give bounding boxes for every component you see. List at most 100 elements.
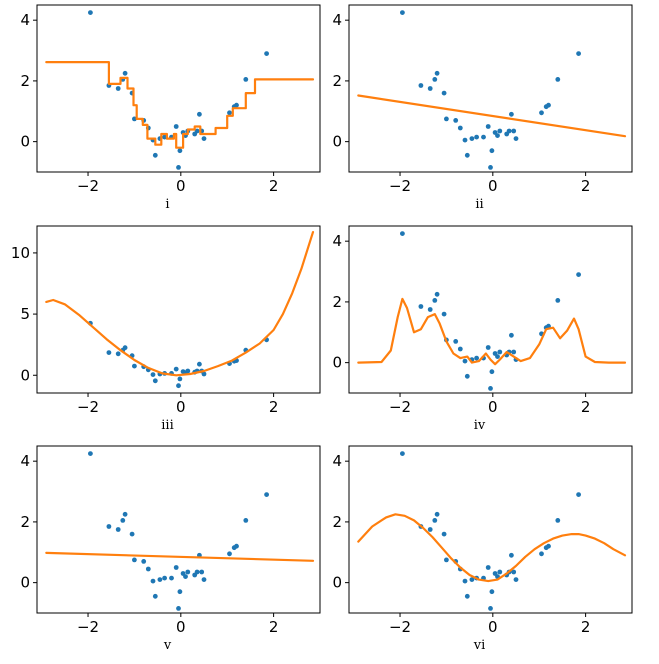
data-point bbox=[555, 518, 561, 523]
subplot-i: −2 0 2 0 2 4 i bbox=[20, 4, 321, 212]
plot-frame bbox=[348, 4, 633, 173]
data-point bbox=[432, 77, 438, 82]
y-tick-label: 2 bbox=[20, 72, 30, 90]
data-point bbox=[453, 339, 459, 344]
x-tick-label: 2 bbox=[269, 618, 279, 636]
data-point bbox=[88, 451, 93, 456]
subplot-caption: i bbox=[165, 197, 169, 212]
data-point bbox=[469, 136, 475, 142]
data-point bbox=[485, 345, 491, 350]
data-point bbox=[453, 118, 459, 123]
data-point bbox=[462, 137, 468, 143]
data-point bbox=[400, 451, 405, 456]
scatter-points bbox=[88, 451, 269, 611]
subplot-ii: −2 0 2 0 2 4 ii bbox=[332, 4, 633, 212]
data-point bbox=[115, 86, 121, 91]
data-point bbox=[162, 575, 168, 581]
data-point bbox=[462, 578, 468, 584]
data-point bbox=[513, 577, 519, 582]
data-point bbox=[497, 569, 503, 575]
data-point bbox=[441, 531, 447, 537]
data-point bbox=[227, 110, 232, 116]
x-tick-label: 2 bbox=[581, 398, 591, 416]
data-point bbox=[115, 527, 121, 532]
data-point bbox=[497, 128, 503, 134]
data-point bbox=[489, 369, 495, 375]
plot-frame bbox=[36, 4, 321, 173]
plot-frame bbox=[36, 225, 321, 394]
x-tick-label: 2 bbox=[581, 177, 591, 195]
data-point bbox=[185, 569, 191, 575]
data-point bbox=[177, 376, 183, 382]
data-point bbox=[176, 606, 181, 611]
data-point bbox=[194, 128, 200, 134]
data-point bbox=[132, 363, 137, 369]
x-tick-label: −2 bbox=[77, 177, 99, 195]
y-tick-label: 4 bbox=[20, 452, 30, 470]
y-tick-label: 4 bbox=[332, 232, 342, 250]
data-point bbox=[469, 577, 475, 582]
data-point bbox=[176, 383, 181, 389]
data-point bbox=[152, 152, 158, 158]
data-point bbox=[418, 304, 424, 309]
y-tick-label: 0 bbox=[20, 366, 30, 384]
data-point bbox=[441, 311, 447, 317]
y-tick-label: 4 bbox=[332, 452, 342, 470]
data-point bbox=[115, 351, 121, 357]
scatter-points bbox=[400, 231, 581, 391]
y-tick-label: 0 bbox=[332, 133, 342, 151]
data-point bbox=[122, 70, 128, 76]
data-point bbox=[555, 77, 561, 82]
fit-line bbox=[45, 551, 315, 562]
subplot-v: −2 0 2 0 2 4 v bbox=[20, 445, 321, 653]
data-point bbox=[488, 606, 493, 611]
data-point bbox=[488, 165, 493, 170]
data-point bbox=[418, 83, 424, 88]
data-point bbox=[511, 569, 517, 575]
data-point bbox=[197, 111, 202, 117]
data-point bbox=[488, 386, 493, 391]
data-point bbox=[201, 136, 207, 142]
data-point bbox=[106, 524, 112, 529]
subplot-caption: iii bbox=[161, 418, 173, 433]
data-point bbox=[106, 350, 112, 355]
fit-line bbox=[357, 94, 627, 138]
fit-line bbox=[357, 297, 627, 366]
data-point bbox=[497, 349, 503, 355]
data-point bbox=[141, 559, 147, 564]
data-point bbox=[464, 593, 470, 599]
y-tick-label: 4 bbox=[332, 11, 342, 29]
data-point bbox=[157, 577, 163, 582]
data-point bbox=[506, 128, 512, 134]
data-point bbox=[152, 593, 158, 599]
data-point bbox=[511, 128, 517, 134]
data-point bbox=[462, 358, 468, 364]
data-point bbox=[132, 557, 137, 563]
subplot-caption: iv bbox=[474, 418, 486, 433]
data-point bbox=[427, 307, 433, 312]
scatter-points bbox=[400, 10, 581, 170]
x-tick-label: −2 bbox=[77, 618, 99, 636]
data-point bbox=[173, 366, 179, 372]
data-point bbox=[150, 372, 156, 377]
data-point bbox=[495, 354, 500, 359]
data-point bbox=[457, 346, 463, 352]
data-point bbox=[485, 565, 491, 570]
data-point bbox=[576, 492, 581, 497]
data-point bbox=[177, 148, 183, 154]
data-point bbox=[177, 589, 183, 595]
y-tick-label: 5 bbox=[20, 305, 30, 323]
data-point bbox=[457, 125, 463, 131]
data-point bbox=[464, 152, 470, 158]
x-tick-label: −2 bbox=[77, 398, 99, 416]
data-point bbox=[234, 102, 239, 108]
data-point bbox=[539, 110, 544, 116]
data-point bbox=[169, 575, 174, 581]
data-point bbox=[495, 133, 500, 139]
data-point bbox=[509, 552, 514, 558]
fit-line bbox=[45, 231, 315, 377]
x-tick-label: −2 bbox=[389, 618, 411, 636]
fit-line bbox=[45, 61, 315, 149]
x-tick-label: 0 bbox=[176, 177, 186, 195]
data-point bbox=[576, 51, 581, 56]
